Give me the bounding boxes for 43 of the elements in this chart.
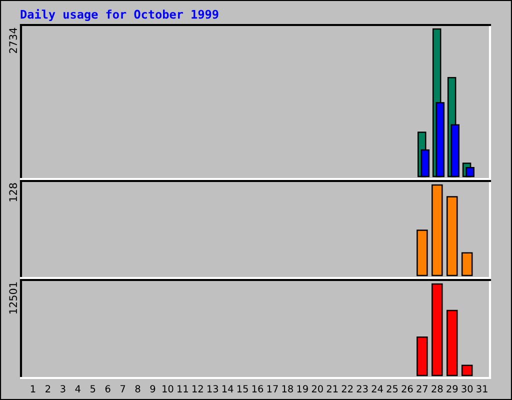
- x-tick-label: 12: [192, 385, 203, 392]
- x-tick-label: 26: [402, 385, 413, 392]
- x-tick-label: 18: [282, 385, 293, 392]
- x-tick-label: 15: [237, 385, 248, 392]
- x-tick-label: 20: [312, 385, 323, 392]
- x-tick-label: 6: [105, 385, 110, 392]
- x-tick-label: 27: [416, 385, 428, 392]
- bar: [446, 310, 458, 376]
- x-tick-label: 13: [207, 385, 218, 392]
- x-tick-label: 29: [446, 385, 458, 392]
- x-tick-label: 30: [462, 385, 473, 392]
- x-tick-label: 14: [222, 385, 234, 392]
- x-tick-label: 22: [342, 385, 353, 392]
- text: 12501: [9, 282, 18, 314]
- x-tick-label: 23: [356, 385, 368, 392]
- x-tick-label: 1: [30, 385, 36, 392]
- x-tick-label: 17: [267, 385, 278, 392]
- bar: [461, 252, 473, 276]
- x-tick-label: 5: [90, 385, 96, 392]
- chart-title: Daily usage for October 1999: [20, 8, 218, 22]
- x-tick-label: 31: [476, 385, 488, 392]
- x-tick-label: 11: [178, 385, 188, 392]
- x-tick-label: 3: [60, 385, 66, 392]
- x-tick-label: 16: [252, 385, 264, 392]
- x-tick-label: 10: [162, 385, 174, 392]
- x-tick-label: 21: [326, 385, 338, 392]
- x-tick-label: 19: [297, 385, 308, 392]
- text: 128: [9, 183, 18, 202]
- bar: [432, 184, 443, 276]
- x-tick-label: 25: [386, 385, 398, 392]
- x-tick-label: 2: [46, 385, 50, 392]
- bar: [416, 230, 428, 276]
- x-tick-label: 24: [372, 385, 383, 392]
- bar: [416, 336, 428, 376]
- x-tick-label: 4: [75, 385, 80, 392]
- bar: [446, 196, 458, 276]
- x-tick-label: 7: [120, 385, 126, 392]
- x-tick-label: 28: [432, 385, 443, 392]
- text: 2734: [9, 28, 18, 54]
- bar: [461, 364, 473, 376]
- x-tick-label: 9: [150, 385, 156, 392]
- bar: [432, 283, 443, 376]
- x-tick-label: 8: [135, 385, 140, 392]
